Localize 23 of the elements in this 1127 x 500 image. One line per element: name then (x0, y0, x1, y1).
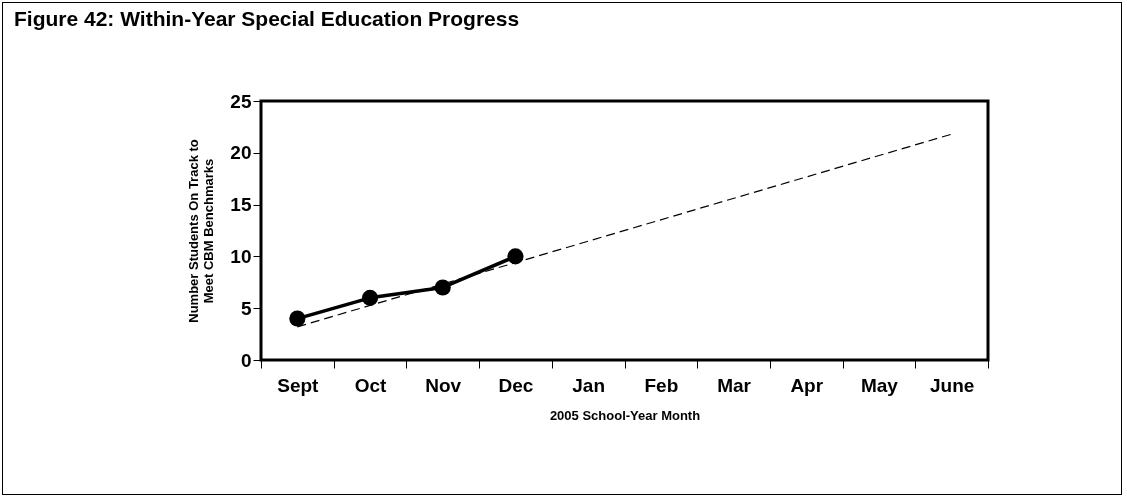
y-tick-label: 5 (240, 297, 252, 319)
x-tick-label: Dec (498, 374, 534, 396)
x-tick-label: Apr (790, 374, 824, 396)
x-tick-label: Feb (644, 374, 679, 396)
y-axis-title: Number Students On Track to Meet CBM Benchmarks (186, 139, 217, 323)
x-tick-label: Jan (572, 374, 606, 396)
y-tick-label: 20 (230, 142, 252, 164)
y-tick-label: 0 (240, 349, 252, 371)
x-tick-label: May (860, 374, 899, 396)
x-tick-label: Sept (277, 374, 320, 396)
y-tick-label: 25 (230, 90, 252, 112)
point (289, 310, 306, 327)
chart-title: Figure 42: Within-Year Special Education Progress (14, 7, 520, 30)
y-tick-label: 10 (230, 245, 252, 267)
x-tick-label: Mar (717, 374, 752, 396)
x-tick-label: June (929, 374, 975, 396)
x-tick-label: Nov (425, 374, 462, 396)
x-tick-label: Oct (354, 374, 388, 396)
point (507, 248, 524, 265)
point (434, 279, 451, 296)
y-tick-label: 15 (230, 194, 252, 216)
point (361, 289, 379, 306)
x-axis-title: 2005 School-Year Month (549, 407, 701, 423)
